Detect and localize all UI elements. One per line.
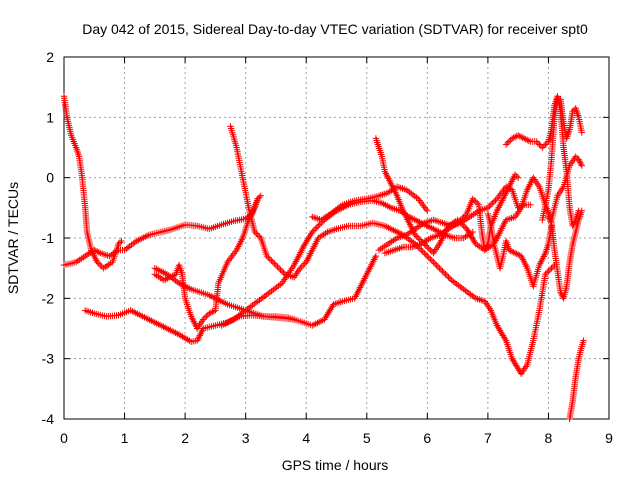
series-track-16 [566, 337, 587, 423]
series-track-11 [381, 171, 522, 257]
y-tick-label: 2 [46, 49, 54, 65]
series-track-3 [82, 252, 380, 345]
series-track-14 [539, 96, 585, 224]
x-tick-label: 3 [242, 430, 250, 446]
data-point-markers [218, 197, 476, 329]
y-tick-label: 1 [46, 109, 54, 125]
x-tick-label: 4 [302, 430, 310, 446]
x-tick-label: 8 [545, 430, 553, 446]
x-tick-label: 1 [121, 430, 129, 446]
x-tick-label: 5 [363, 430, 371, 446]
series-track-15 [545, 207, 585, 302]
y-tick-label: -3 [42, 351, 55, 367]
data-series [60, 93, 587, 423]
x-tick-label: 6 [423, 430, 431, 446]
axis-ticks [63, 56, 610, 420]
data-point-markers [484, 210, 555, 290]
series-track-12 [484, 210, 555, 290]
data-point-markers [566, 337, 587, 423]
series-track-7 [218, 197, 476, 329]
series-track-2 [60, 93, 125, 272]
y-tick-label: -4 [42, 411, 55, 427]
x-tick-label: 7 [484, 430, 492, 446]
data-point-markers [227, 123, 558, 377]
data-point-markers [545, 207, 585, 302]
x-axis-label: GPS time / hours [282, 457, 389, 473]
y-tick-labels: -4 -3 -2 -1 0 1 2 [42, 49, 55, 427]
data-point-markers [82, 252, 380, 345]
chart-title: Day 042 of 2015, Sidereal Day-to-day VTE… [82, 21, 588, 37]
data-point-markers [539, 96, 585, 224]
y-tick-label: -1 [42, 230, 55, 246]
series-track-6 [227, 123, 558, 377]
x-tick-label: 2 [181, 430, 189, 446]
y-tick-label: -2 [42, 290, 55, 306]
x-tick-labels: 0 1 2 3 4 5 6 7 8 9 [60, 430, 613, 446]
x-tick-label: 9 [605, 430, 613, 446]
x-tick-label: 0 [60, 430, 68, 446]
y-axis-label: SDTVAR / TECUs [5, 182, 21, 294]
data-point-markers [60, 93, 125, 272]
data-point-markers [381, 171, 522, 257]
y-tick-label: 0 [46, 170, 54, 186]
